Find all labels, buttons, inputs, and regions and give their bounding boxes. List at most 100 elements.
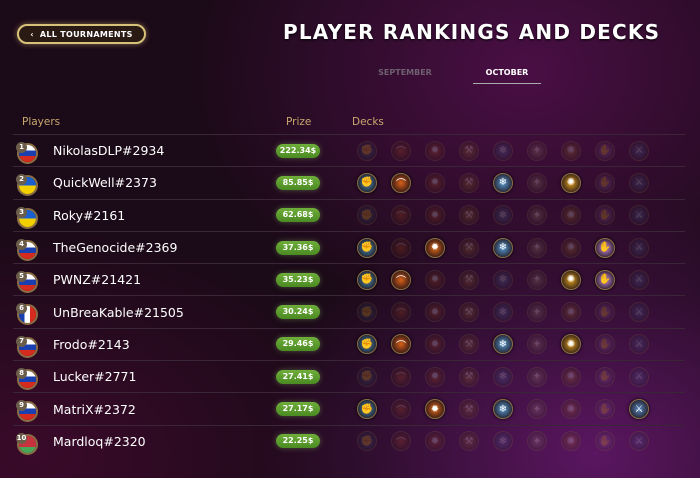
prize-badge: 27.41$ <box>276 369 320 384</box>
player-name[interactable]: MatriX#2372 <box>53 401 136 417</box>
paladin-deck-icon: ⚒ <box>459 366 479 387</box>
mage-deck-icon: ✹ <box>425 334 445 355</box>
druid-deck-icon[interactable]: ✊ <box>357 399 377 420</box>
hunter-deck-icon[interactable]: ⌒ <box>391 172 411 193</box>
druid-deck-icon: ✊ <box>357 302 377 323</box>
rank-number: 7 <box>16 335 27 347</box>
druid-deck-icon[interactable]: ✊ <box>357 334 377 355</box>
rogue-deck-icon: ✦ <box>527 399 547 420</box>
druid-deck-icon[interactable]: ✊ <box>357 237 377 258</box>
warrior-deck-icon: ⚔ <box>629 269 649 290</box>
player-name[interactable]: PWNZ#21421 <box>53 272 142 288</box>
tab-september[interactable]: SEPTEMBER <box>378 68 432 77</box>
warlock-deck-icon: ✋ <box>595 366 615 387</box>
shaman-deck-icon[interactable]: ✺ <box>561 334 581 355</box>
shaman-deck-icon[interactable]: ✺ <box>561 172 581 193</box>
players-column-header: Players <box>22 116 61 128</box>
mage-deck-icon[interactable]: ✹ <box>425 237 445 258</box>
mage-deck-icon: ✹ <box>425 140 445 161</box>
player-row: 9 MatriX#2372 27.17$ ✊ ⌒ ✹ ⚒ ❄ ✦ ✺ ✋ ⚔ <box>13 392 685 424</box>
rogue-deck-icon: ✦ <box>527 140 547 161</box>
deck-list: ✊ ⌒ ✹ ⚒ ❄ ✦ ✺ ✋ ⚔ <box>357 269 649 290</box>
priest-deck-icon[interactable]: ❄ <box>493 399 513 420</box>
druid-deck-icon[interactable]: ✊ <box>357 269 377 290</box>
warrior-deck-icon: ⚔ <box>629 431 649 452</box>
all-tournaments-button[interactable]: ‹ ALL TOURNAMENTS <box>17 24 146 44</box>
warrior-deck-icon: ⚔ <box>629 302 649 323</box>
paladin-deck-icon: ⚒ <box>459 431 479 452</box>
rogue-deck-icon: ✦ <box>527 431 547 452</box>
shaman-deck-icon[interactable]: ✺ <box>561 269 581 290</box>
paladin-deck-icon: ⚒ <box>459 269 479 290</box>
priest-deck-icon: ❄ <box>493 269 513 290</box>
mage-deck-icon[interactable]: ✹ <box>425 399 445 420</box>
priest-deck-icon: ❄ <box>493 431 513 452</box>
warlock-deck-icon[interactable]: ✋ <box>595 269 615 290</box>
paladin-deck-icon: ⚒ <box>459 205 479 226</box>
warlock-deck-icon: ✋ <box>595 431 615 452</box>
hunter-deck-icon: ⌒ <box>391 237 411 258</box>
warlock-deck-icon: ✋ <box>595 399 615 420</box>
chevron-left-icon: ‹ <box>30 29 34 39</box>
druid-deck-icon[interactable]: ✊ <box>357 172 377 193</box>
prize-badge: 62.68$ <box>276 208 320 223</box>
deck-list: ✊ ⌒ ✹ ⚒ ❄ ✦ ✺ ✋ ⚔ <box>357 366 649 387</box>
prize-badge: 85.85$ <box>276 175 320 190</box>
page-title: PLAYER RANKINGS AND DECKS <box>283 20 661 44</box>
decks-column-header: Decks <box>352 116 384 128</box>
player-row: 4 TheGenocide#2369 37.36$ ✊ ⌒ ✹ ⚒ ❄ ✦ ✺ ✋ ⚔ <box>13 230 685 263</box>
hunter-deck-icon[interactable]: ⌒ <box>391 269 411 290</box>
month-tabs: SEPTEMBER OCTOBER <box>360 68 541 84</box>
player-name[interactable]: Frodo#2143 <box>53 336 130 352</box>
player-name[interactable]: UnBreaKable#21505 <box>53 304 184 320</box>
deck-list: ✊ ⌒ ✹ ⚒ ❄ ✦ ✺ ✋ ⚔ <box>357 140 649 161</box>
warlock-deck-icon[interactable]: ✋ <box>595 237 615 258</box>
mage-deck-icon: ✹ <box>425 366 445 387</box>
player-row: 3 Roky#2161 62.68$ ✊ ⌒ ✹ ⚒ ❄ ✦ ✺ ✋ ⚔ <box>13 198 685 231</box>
warrior-deck-icon: ⚔ <box>629 334 649 355</box>
priest-deck-icon: ❄ <box>493 205 513 226</box>
player-name[interactable]: Mardloq#2320 <box>53 433 146 449</box>
mage-deck-icon: ✹ <box>425 302 445 323</box>
player-name[interactable]: Roky#2161 <box>53 207 126 223</box>
priest-deck-icon[interactable]: ❄ <box>493 172 513 193</box>
player-name[interactable]: QuickWell#2373 <box>53 175 157 191</box>
hunter-deck-icon: ⌒ <box>391 366 411 387</box>
hunter-deck-icon[interactable]: ⌒ <box>391 334 411 355</box>
mage-deck-icon: ✹ <box>425 431 445 452</box>
shaman-deck-icon: ✺ <box>561 237 581 258</box>
deck-list: ✊ ⌒ ✹ ⚒ ❄ ✦ ✺ ✋ ⚔ <box>357 334 649 355</box>
druid-deck-icon: ✊ <box>357 140 377 161</box>
warlock-deck-icon: ✋ <box>595 172 615 193</box>
player-name[interactable]: TheGenocide#2369 <box>53 240 178 256</box>
paladin-deck-icon: ⚒ <box>459 172 479 193</box>
druid-deck-icon: ✊ <box>357 431 377 452</box>
priest-deck-icon: ❄ <box>493 366 513 387</box>
shaman-deck-icon: ✺ <box>561 205 581 226</box>
shaman-deck-icon: ✺ <box>561 399 581 420</box>
warrior-deck-icon: ⚔ <box>629 140 649 161</box>
player-row: 2 QuickWell#2373 85.85$ ✊ ⌒ ✹ ⚒ ❄ ✦ ✺ ✋ ⚔ <box>13 166 685 198</box>
rankings-table: 1 NikolasDLP#2934 222.34$ ✊ ⌒ ✹ ⚒ ❄ ✦ ✺ ✋ ⚔ 2 Quic… <box>13 134 685 457</box>
player-name[interactable]: NikolasDLP#2934 <box>53 143 165 159</box>
tab-october[interactable]: OCTOBER <box>473 68 541 84</box>
prize-badge: 29.46$ <box>276 337 320 352</box>
rank-number: 9 <box>16 400 27 412</box>
rogue-deck-icon: ✦ <box>527 237 547 258</box>
priest-deck-icon[interactable]: ❄ <box>493 237 513 258</box>
all-tournaments-label: ALL TOURNAMENTS <box>39 29 133 39</box>
deck-list: ✊ ⌒ ✹ ⚒ ❄ ✦ ✺ ✋ ⚔ <box>357 172 649 193</box>
warrior-deck-icon[interactable]: ⚔ <box>629 399 649 420</box>
deck-list: ✊ ⌒ ✹ ⚒ ❄ ✦ ✺ ✋ ⚔ <box>357 399 649 420</box>
rank-number: 5 <box>16 271 27 283</box>
rank-number: 8 <box>16 368 27 380</box>
paladin-deck-icon: ⚒ <box>459 399 479 420</box>
shaman-deck-icon: ✺ <box>561 140 581 161</box>
rank-number: 2 <box>16 174 27 186</box>
priest-deck-icon[interactable]: ❄ <box>493 334 513 355</box>
mage-deck-icon: ✹ <box>425 269 445 290</box>
mage-deck-icon: ✹ <box>425 172 445 193</box>
player-name[interactable]: Lucker#2771 <box>53 369 137 385</box>
rank-number: 4 <box>16 238 27 250</box>
rogue-deck-icon: ✦ <box>527 302 547 323</box>
